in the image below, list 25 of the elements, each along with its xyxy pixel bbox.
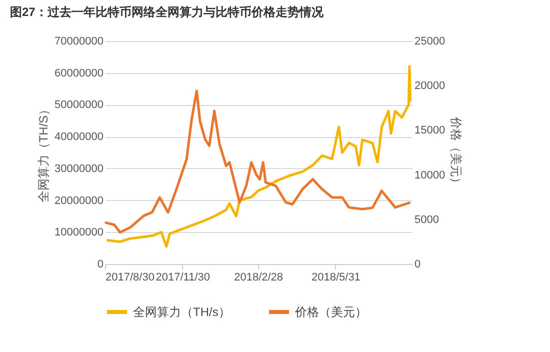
- y2-tick-label: 20000: [414, 80, 446, 92]
- x-tick-label: 2018/2/28: [234, 272, 284, 284]
- y-tick-label: 50000000: [54, 99, 104, 112]
- legend-label: 全网算力（TH/s）: [133, 305, 230, 319]
- x-tick-label: 2017/8/30: [106, 272, 154, 284]
- x-tick-label: 2017/11/30: [156, 272, 210, 284]
- y-tick-label: 30000000: [54, 162, 104, 175]
- y-axis-title: 全网算力（TH/S）: [36, 103, 51, 203]
- y2-tick-label: 25000: [414, 36, 446, 48]
- y-tick-label: 20000000: [54, 194, 104, 207]
- y2-axis-title: 价格（美元）: [449, 116, 464, 189]
- x-tick-label: 2018/5/31: [311, 272, 360, 284]
- y-tick-label: 40000000: [54, 131, 104, 144]
- line-series: [104, 90, 412, 234]
- y2-tick-label: 10000: [414, 169, 446, 182]
- y2-tick-label: 15000: [414, 124, 446, 137]
- y2-tick-label: 5000: [414, 214, 439, 226]
- y-tick-label: 60000000: [54, 67, 104, 80]
- y-tick-label: 70000000: [54, 36, 104, 48]
- chart-title: 图27：过去一年比特币网络全网算力与比特币价格走势情况: [10, 5, 324, 19]
- legend-label: 价格（美元）: [294, 305, 367, 319]
- y-tick-label: 0: [97, 258, 104, 270]
- y-tick-label: 10000000: [54, 226, 104, 239]
- y2-tick-label: 0: [414, 258, 421, 270]
- line-series: [105, 65, 412, 248]
